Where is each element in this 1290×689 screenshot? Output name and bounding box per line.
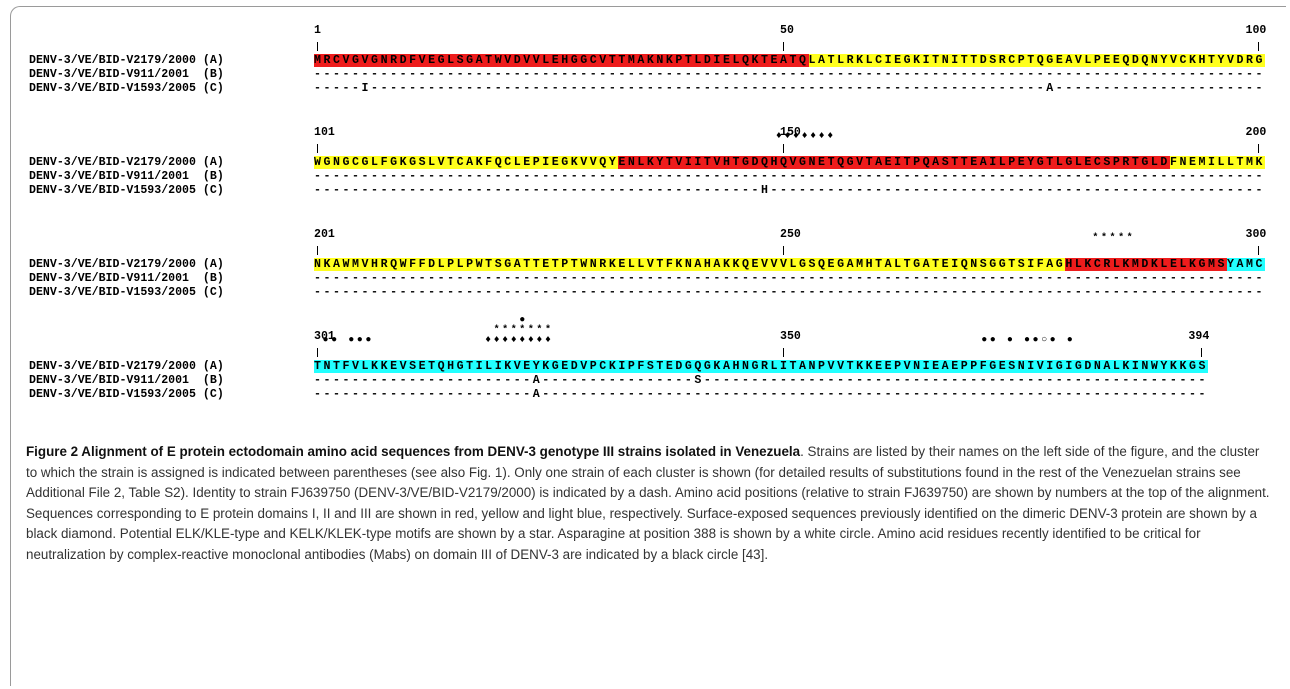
position-tick xyxy=(1258,246,1260,255)
caption-title: Figure 2 Alignment of E protein ectodoma… xyxy=(26,444,801,459)
position-tick xyxy=(1258,144,1260,153)
strain-name: DENV-3/VE/BID-V2179/2000 (A) xyxy=(29,156,224,169)
position-number: 301 xyxy=(314,330,335,343)
position-tick xyxy=(782,144,784,153)
figure-frame xyxy=(10,6,1286,686)
position-tick xyxy=(317,348,318,357)
strain-name: DENV-3/VE/BID-V2179/2000 (A) xyxy=(29,54,224,67)
position-number: 394 xyxy=(1188,330,1210,343)
position-number: 201 xyxy=(314,228,335,241)
strain-name: DENV-3/VE/BID-V911/2001 (B) xyxy=(29,272,224,285)
strain-name: DENV-3/VE/BID-V1593/2005 (C) xyxy=(29,184,224,197)
strain-name: DENV-3/VE/BID-V1593/2005 (C) xyxy=(29,286,224,299)
position-tick xyxy=(782,246,784,255)
domain-iii-segment: YAMC xyxy=(1227,258,1266,271)
domain-i-segment: MRCVGVGNRDFVEGLSGATWVDVVLEHGGCVTTMAKNKPT… xyxy=(314,54,809,67)
position-tick xyxy=(782,42,784,51)
aligned-sequence: -----------------------A----------------… xyxy=(314,388,1208,401)
domain-ii-segment: FNEMILLTMK xyxy=(1169,156,1266,169)
position-tick xyxy=(1258,42,1260,51)
position-number: 100 xyxy=(1245,24,1267,37)
position-number: 300 xyxy=(1245,228,1267,241)
strain-name: DENV-3/VE/BID-V2179/2000 (A) xyxy=(29,258,224,271)
motif-marker-row: ******* xyxy=(314,325,554,336)
motif-marker-row: ♦♦♦♦♦♦♦ xyxy=(314,131,836,142)
domain-ii-segment: LATLRKLCIEGKITNITTDSRCPTQGEAVLPEEQDQNYVC… xyxy=(808,54,1266,67)
reference-sequence: TNTFVLKKEVSETQHGTILIKVEYKGEDVPCKIPFSTEDG… xyxy=(314,360,1208,373)
strain-name: DENV-3/VE/BID-V911/2001 (B) xyxy=(29,68,224,81)
position-tick xyxy=(317,42,318,51)
motif-marker-row: ***** xyxy=(314,233,1136,244)
strain-name: DENV-3/VE/BID-V911/2001 (B) xyxy=(29,170,224,183)
aligned-sequence: ----------------------------------------… xyxy=(314,170,1266,183)
domain-ii-segment: WGNGCGLFGKGSLVTCAKFQCLEPIEGKVVQY xyxy=(314,156,619,169)
domain-iii-segment: TNTFVLKKEVSETQHGTILIKVEYKGEDVPCKIPFSTEDG… xyxy=(314,360,1208,373)
position-tick xyxy=(317,144,318,153)
motif-marker-row: ●● ●●● ♦♦♦♦♦♦♦♦ ●● ● ●●○● ● xyxy=(314,335,1076,346)
position-number: 150 xyxy=(779,126,801,139)
position-number: 101 xyxy=(314,126,335,139)
reference-sequence: MRCVGVGNRDFVEGLSGATWVDVVLEHGGCVTTMAKNKPT… xyxy=(314,54,1266,67)
aligned-sequence: -----------------------A----------------… xyxy=(314,374,1208,387)
strain-name: DENV-3/VE/BID-V2179/2000 (A) xyxy=(29,360,224,373)
figure-caption: Figure 2 Alignment of E protein ectodoma… xyxy=(26,442,1271,566)
aligned-sequence: ----------------------------------------… xyxy=(314,68,1266,81)
domain-ii-segment: NKAWMVHRQWFFDLPLPWTSGATTETPTWNRKELLVTFKN… xyxy=(314,258,1066,271)
strain-name: DENV-3/VE/BID-V1593/2005 (C) xyxy=(29,82,224,95)
position-number: 200 xyxy=(1245,126,1267,139)
strain-name: DENV-3/VE/BID-V911/2001 (B) xyxy=(29,374,224,387)
aligned-sequence: ----------------------------------------… xyxy=(314,286,1266,299)
domain-i-segment: ENLKYTVIITVHTGDQHQVGNETQGVTAEITPQASTTEAI… xyxy=(618,156,1170,169)
strain-name: DENV-3/VE/BID-V1593/2005 (C) xyxy=(29,388,224,401)
aligned-sequence: ----------------------------------------… xyxy=(314,272,1266,285)
position-number: 250 xyxy=(779,228,801,241)
position-number: 50 xyxy=(779,24,794,37)
aligned-sequence: ----------------------------------------… xyxy=(314,184,1266,197)
reference-sequence: NKAWMVHRQWFFDLPLPWTSGATTETPTWNRKELLVTFKN… xyxy=(314,258,1266,271)
position-number: 1 xyxy=(314,24,321,37)
position-tick xyxy=(1201,348,1203,357)
position-tick xyxy=(317,246,318,255)
aligned-sequence: -----I----------------------------------… xyxy=(314,82,1266,95)
domain-i-segment: HLKCRLKMDKLELKGMS xyxy=(1065,258,1228,271)
motif-marker-row: ● xyxy=(314,315,528,326)
position-number: 350 xyxy=(779,330,801,343)
position-tick xyxy=(782,348,784,357)
reference-sequence: WGNGCGLFGKGSLVTCAKFQCLEPIEGKVVQYENLKYTVI… xyxy=(314,156,1266,169)
caption-body: . Strains are listed by their names on t… xyxy=(26,444,1270,562)
